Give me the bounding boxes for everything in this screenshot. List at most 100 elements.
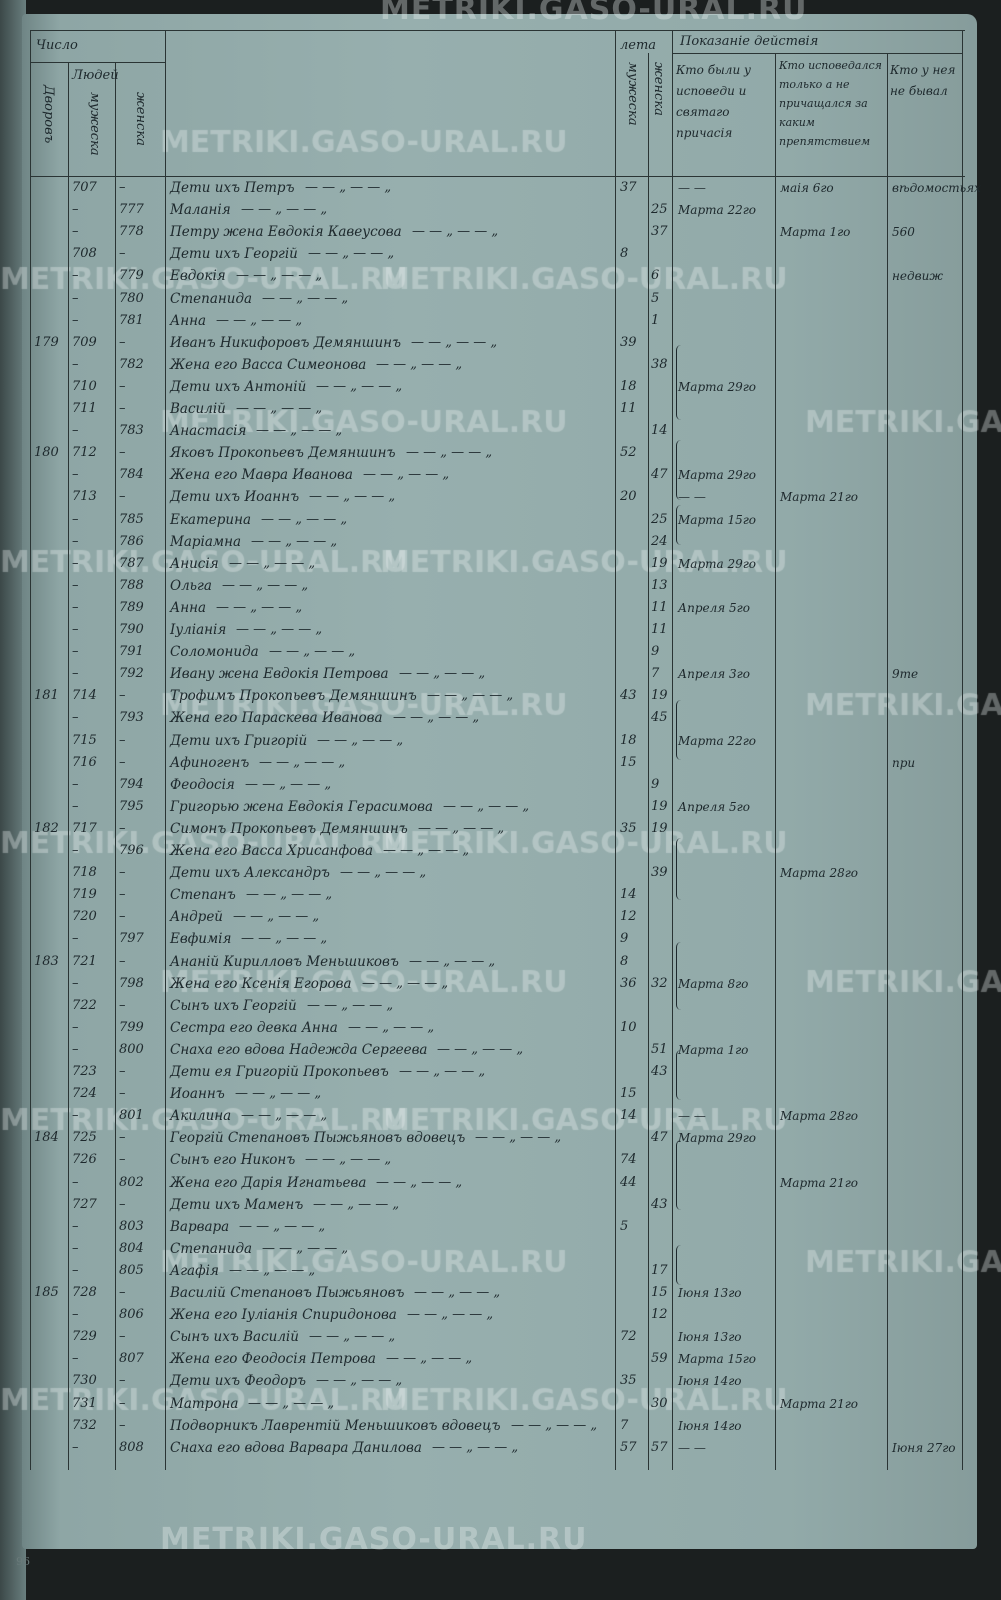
row-female-number: 794 [119, 776, 144, 792]
row-name: Жена его Іуліанія Спиридонова [170, 1307, 397, 1324]
row-male-number: 708 [72, 246, 97, 262]
row-male-number: – [72, 1351, 79, 1367]
row-name: Сынъ ихъ Георгій [170, 997, 297, 1014]
row-female-number: 796 [119, 843, 144, 858]
row-name: Маланія [170, 202, 231, 219]
dash-filler: — — „ — — „ [418, 820, 505, 836]
row-name: Дети ихъ Иоаннъ [170, 489, 300, 506]
column-rule [165, 30, 166, 1470]
row-name: Соломонида [170, 644, 259, 661]
row-age-male: 5 [620, 1218, 629, 1234]
row-male-number: – [72, 622, 79, 637]
row-name: Василій Степановъ Пыжьяновъ [170, 1285, 405, 1301]
row-name: Ананій Кирилловъ Меньшиковъ [170, 953, 399, 970]
row-confessed: — — [678, 490, 706, 505]
row-male-number: 710 [72, 378, 97, 394]
row-male-number: 721 [72, 953, 97, 969]
row-male-number: – [72, 666, 79, 682]
dash-filler: — — „ — — „ [376, 356, 463, 372]
row-age-male: 18 [620, 378, 637, 394]
dash-filler: — — „ — — „ [305, 1152, 392, 1168]
row-age-male: 15 [620, 754, 637, 770]
row-age-male: 14 [620, 887, 637, 903]
dash-filler: — — „ — — „ [246, 887, 333, 903]
page-number: 96 [16, 1555, 30, 1568]
row-name: Иоаннъ [170, 1086, 225, 1103]
row-confessed: Марта 29го [678, 556, 757, 571]
row-female-number: 787 [119, 555, 144, 571]
row-female-number: – [119, 997, 126, 1013]
row-male-number: – [72, 224, 79, 240]
row-absent: при [892, 755, 916, 770]
header-female: женска [133, 92, 148, 146]
dash-filler: — — „ — — „ [261, 511, 348, 527]
row-male-number: – [72, 356, 79, 372]
column-rule [115, 62, 116, 1470]
row-age-male: 12 [620, 909, 637, 925]
row-name: Дети ихъ Антоній [170, 378, 307, 395]
row-female-number: 793 [119, 710, 144, 726]
row-not-communed: Марта 28го [780, 1109, 859, 1124]
row-name: Акилина [170, 1108, 232, 1125]
row-name: Маріамна [170, 533, 242, 550]
row-female-number: – [119, 1130, 126, 1146]
row-female-number: – [119, 401, 126, 416]
row-name: Дети ихъ Маменъ [170, 1196, 304, 1213]
row-confessed: Марта 29го [678, 1131, 757, 1146]
row-female-number: 792 [119, 666, 144, 682]
row-name: Евфимія [170, 931, 232, 948]
row-female-number: 795 [119, 798, 144, 814]
brace-mark [676, 1050, 681, 1100]
row-female-number: – [119, 378, 126, 394]
dash-filler: — — „ — — „ [427, 688, 514, 704]
row-female-number: – [119, 1373, 126, 1389]
row-name: Жена его Параскева Иванова [170, 710, 383, 727]
dash-filler: — — „ — — „ [262, 1240, 349, 1256]
row-male-number: – [72, 423, 79, 439]
dash-filler: — — „ — — „ [316, 378, 403, 394]
dash-filler: — — „ — — „ [307, 997, 394, 1013]
row-name: Подворникъ Лаврентій Меньшиковъ вдовецъ [170, 1417, 501, 1434]
row-name: Андрей [170, 909, 223, 926]
row-name: Екатерина [170, 511, 252, 528]
row-male-number: 726 [72, 1152, 97, 1168]
row-age-male: 44 [620, 1174, 637, 1190]
row-age-female: 30 [651, 1395, 668, 1411]
dash-filler: — — „ — — „ [229, 555, 316, 571]
row-female-number: – [119, 820, 126, 836]
row-not-communed: Марта 21го [780, 1175, 859, 1190]
column-rule [615, 30, 616, 1470]
row-name: Дети ихъ Георгій [170, 246, 298, 263]
row-name: Жена его Феодосія Петрова [170, 1351, 376, 1368]
row-age-female: 25 [651, 202, 668, 218]
row-age-female: 17 [651, 1262, 668, 1278]
row-confessed: Марта 15го [678, 1352, 757, 1367]
row-female-number: 790 [119, 622, 144, 637]
row-male-number: – [72, 1174, 79, 1190]
row-name: Дети ихъ Александръ [170, 865, 330, 882]
dash-filler: — — „ — — „ [309, 1329, 396, 1345]
row-female-number: 797 [119, 931, 144, 947]
row-female-number: – [119, 953, 126, 969]
row-age-male: 7 [620, 1417, 629, 1433]
row-male-number: 716 [72, 754, 97, 770]
row-name: Анна [170, 312, 207, 329]
dash-filler: — — „ — — „ [406, 445, 493, 461]
row-female-number: 778 [119, 224, 144, 240]
brace-mark [676, 440, 681, 500]
dash-filler: — — „ — — „ [511, 1417, 598, 1433]
row-name: Евдокія [170, 268, 226, 285]
row-male-number: – [72, 1240, 79, 1256]
dash-filler: — — „ — — „ [239, 1218, 326, 1234]
row-age-female: 14 [651, 423, 668, 439]
row-age-female: 15 [651, 1285, 668, 1300]
row-female-number: – [119, 1395, 126, 1411]
row-female-number: – [119, 732, 126, 748]
dash-filler: — — „ — — „ [245, 776, 332, 792]
row-male-number: 714 [72, 688, 97, 704]
dash-filler: — — „ — — „ [362, 975, 449, 991]
dash-filler: — — „ — — „ [443, 798, 530, 814]
row-age-female: 7 [651, 666, 660, 682]
row-age-female: 19 [651, 688, 668, 704]
brace-mark [676, 505, 681, 545]
